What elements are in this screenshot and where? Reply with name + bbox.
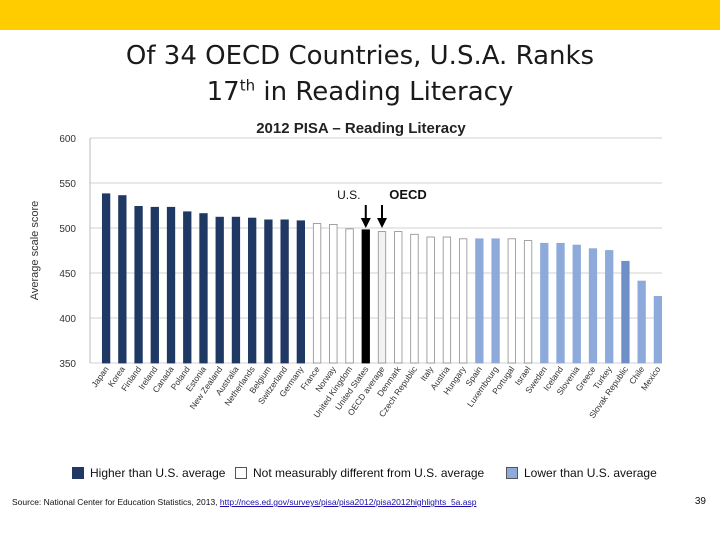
bar-poland — [183, 211, 192, 364]
bar-sweden — [540, 242, 549, 364]
bar-oecd-average — [377, 231, 387, 364]
bar-spain — [475, 238, 484, 364]
source-link[interactable]: http://nces.ed.gov/surveys/pisa/pisa2012… — [219, 497, 477, 507]
bar-slovak-republic — [621, 260, 630, 364]
bar-canada — [166, 206, 176, 364]
page-number: 39 — [694, 496, 706, 507]
annotation-label: OECD — [389, 187, 427, 202]
legend-label-same: Not measurably different from U.S. avera… — [253, 466, 485, 480]
title-rest: in Reading Literacy — [255, 77, 514, 107]
bar-germany — [296, 220, 306, 364]
bar-austria — [442, 236, 452, 364]
bar-hungary — [458, 238, 468, 364]
top-accent-bar — [0, 0, 720, 30]
legend-label-higher: Higher than U.S. average — [90, 466, 226, 480]
bar-italy — [426, 236, 435, 364]
bar-israel — [523, 240, 533, 364]
legend-label-lower: Lower than U.S. average — [524, 466, 657, 480]
slide-title: Of 34 OECD Countries, U.S.A. Ranks 17th … — [60, 38, 660, 110]
annotation-label: U.S. — [337, 188, 360, 202]
bar-finland — [134, 206, 143, 364]
y-tick-label: 350 — [59, 359, 76, 370]
rank-suffix: th — [239, 76, 256, 95]
bar-estonia — [199, 213, 208, 364]
source-citation: Source: National Center for Education St… — [12, 497, 476, 507]
legend-item-lower: Lower than U.S. average — [506, 466, 657, 480]
source-text: Source: National Center for Education St… — [12, 497, 220, 507]
rank-number: 17 — [206, 77, 240, 107]
legend-item-higher: Higher than U.S. average — [72, 466, 225, 480]
y-tick-label: 550 — [59, 179, 76, 190]
legend-swatch-lower — [506, 467, 518, 479]
bar-turkey — [605, 250, 614, 364]
bar-belgium — [264, 219, 273, 364]
bar-japan — [101, 193, 111, 364]
slide-title-line1: Of 34 OECD Countries, U.S.A. Ranks — [125, 41, 595, 71]
bar-france — [312, 223, 322, 364]
annotation-arrow-head — [377, 218, 387, 228]
bar-iceland — [556, 242, 565, 364]
legend-swatch-same — [235, 467, 247, 479]
legend-item-same: Not measurably different from U.S. avera… — [235, 466, 484, 480]
bar-chile — [637, 280, 646, 364]
bar-switzerland — [280, 219, 289, 364]
y-axis-label: Average scale score — [29, 201, 41, 300]
legend-swatch-higher — [72, 467, 84, 479]
bar-czech-republic — [410, 233, 419, 364]
y-tick-label: 450 — [59, 269, 76, 280]
y-tick-label: 400 — [59, 314, 76, 325]
bar-norway — [329, 224, 338, 364]
bar-portugal — [507, 238, 516, 364]
y-tick-label: 600 — [59, 134, 76, 145]
reading-literacy-chart: 2012 PISA – Reading Literacy 350 400 450 500… — [29, 120, 663, 420]
bar-slovenia — [572, 244, 581, 364]
y-tick-label: 500 — [59, 224, 76, 235]
bar-new-zealand — [215, 216, 224, 364]
bar-ireland — [150, 206, 159, 364]
bar-australia — [231, 216, 241, 364]
bar-korea — [118, 195, 127, 364]
bar-netherlands — [248, 217, 257, 364]
bar-mexico — [653, 295, 663, 364]
bar-luxembourg — [491, 238, 500, 364]
slide-title-line2: 17th in Reading Literacy — [60, 74, 660, 110]
bar-united-states — [361, 229, 370, 364]
bar-denmark — [394, 231, 403, 364]
annotation-arrow-head — [360, 218, 371, 228]
bar-greece — [588, 248, 598, 364]
chart-title: 2012 PISA – Reading Literacy — [256, 120, 466, 137]
bar-united-kingdom — [345, 228, 354, 364]
legend: Higher than U.S. average Not measurably … — [70, 466, 690, 484]
